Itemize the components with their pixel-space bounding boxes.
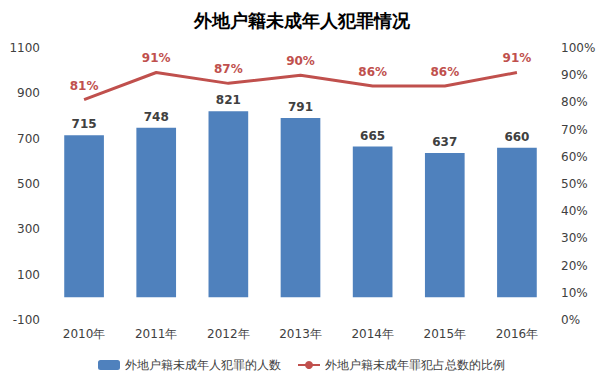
svg-text:900: 900 [17,86,40,100]
svg-text:20%: 20% [561,259,588,273]
svg-text:100: 100 [17,268,40,282]
svg-text:86%: 86% [430,65,459,79]
svg-text:660: 660 [504,130,529,144]
svg-text:2012年: 2012年 [207,327,250,341]
svg-text:0%: 0% [561,313,580,327]
svg-text:300: 300 [17,222,40,236]
svg-text:86%: 86% [358,65,387,79]
svg-text:500: 500 [17,177,40,191]
svg-text:40%: 40% [561,204,588,218]
svg-text:637: 637 [432,135,457,149]
svg-text:81%: 81% [70,79,99,93]
svg-text:91%: 91% [142,51,171,65]
svg-text:100%: 100% [561,41,595,55]
svg-text:90%: 90% [286,54,315,68]
svg-text:2015年: 2015年 [424,327,467,341]
svg-text:715: 715 [72,117,97,131]
svg-text:50%: 50% [561,177,588,191]
svg-text:2016年: 2016年 [496,327,539,341]
svg-text:-100: -100 [13,313,40,327]
svg-text:2013年: 2013年 [279,327,322,341]
svg-text:665: 665 [360,129,385,143]
svg-text:2014年: 2014年 [351,327,394,341]
svg-text:10%: 10% [561,286,588,300]
svg-text:791: 791 [288,100,313,114]
svg-text:70%: 70% [561,123,588,137]
svg-text:90%: 90% [561,68,588,82]
svg-text:1100: 1100 [9,41,40,55]
svg-text:2010年: 2010年 [63,327,106,341]
svg-text:748: 748 [144,110,169,124]
svg-text:821: 821 [216,93,241,107]
svg-text:外地户籍未成年人犯罪的人数: 外地户籍未成年人犯罪的人数 [125,358,281,372]
svg-text:700: 700 [17,132,40,146]
svg-text:60%: 60% [561,150,588,164]
svg-text:外地户籍未成年罪犯占总数的比例: 外地户籍未成年罪犯占总数的比例 [325,358,505,372]
svg-text:80%: 80% [561,95,588,109]
svg-text:91%: 91% [503,51,532,65]
svg-text:30%: 30% [561,231,588,245]
svg-text:外地户籍未成年人犯罪情况: 外地户籍未成年人犯罪情况 [193,10,411,31]
svg-text:2011年: 2011年 [135,327,178,341]
svg-text:87%: 87% [214,62,243,76]
